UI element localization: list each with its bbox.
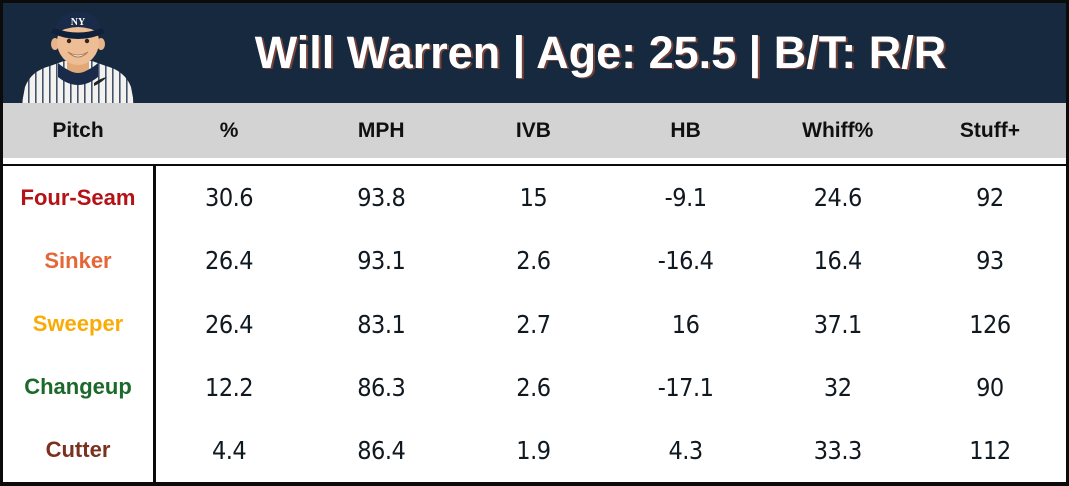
stuff-value: 92 bbox=[976, 183, 1004, 213]
ivb-value: 2.6 bbox=[516, 246, 551, 276]
table-row: Sweeper 26.4 83.1 2.7 16 37.1 126 bbox=[3, 292, 1066, 355]
mph-value: 86.4 bbox=[357, 435, 406, 465]
whiff-value: 16.4 bbox=[813, 246, 863, 276]
ivb-value: 2.6 bbox=[516, 372, 551, 402]
pitch-name: Changeup bbox=[24, 374, 132, 400]
column-header-hb: HB bbox=[670, 118, 701, 142]
usage-value: 30.6 bbox=[205, 183, 254, 213]
table-header-row: Pitch % MPH IVB HB Whiff% Stuff+ bbox=[3, 103, 1066, 158]
mph-value: 93.8 bbox=[357, 183, 406, 213]
whiff-value: 33.3 bbox=[813, 435, 863, 465]
hb-value: -16.4 bbox=[657, 246, 714, 276]
column-header-usage: % bbox=[219, 118, 239, 142]
stuff-value: 93 bbox=[976, 246, 1004, 276]
column-header-stuff: Stuff+ bbox=[959, 118, 1020, 142]
mph-value: 93.1 bbox=[357, 246, 406, 276]
svg-text:NY: NY bbox=[71, 17, 86, 28]
page-title: Will Warren | Age: 25.5 | B/T: R/R bbox=[254, 27, 947, 78]
usage-value: 4.4 bbox=[211, 435, 247, 465]
mph-value: 86.3 bbox=[357, 372, 406, 402]
ivb-value: 2.7 bbox=[516, 309, 551, 339]
usage-value: 26.4 bbox=[205, 246, 254, 276]
header-gap bbox=[3, 158, 1066, 164]
column-header-ivb: IVB bbox=[515, 118, 551, 142]
usage-value: 26.4 bbox=[205, 309, 254, 339]
table-row: Changeup 12.2 86.3 2.6 -17.1 32 90 bbox=[3, 356, 1066, 419]
pitch-name: Sweeper bbox=[32, 311, 124, 336]
stuff-value: 126 bbox=[969, 309, 1011, 339]
player-headshot-icon: NY bbox=[22, 12, 134, 103]
mph-value: 83.1 bbox=[357, 309, 406, 339]
hb-value: 4.3 bbox=[668, 435, 703, 465]
whiff-value: 32 bbox=[823, 372, 852, 402]
table-body: Four-Seam 30.6 93.8 15 -9.1 24.6 92 Sink… bbox=[3, 164, 1066, 482]
column-header-mph: MPH bbox=[357, 118, 405, 142]
pitch-name: Four-Seam bbox=[20, 184, 136, 210]
hb-value: -17.1 bbox=[657, 372, 714, 402]
hb-value: -9.1 bbox=[664, 183, 707, 213]
ivb-value: 15 bbox=[519, 183, 548, 213]
ivb-value: 1.9 bbox=[516, 435, 551, 465]
whiff-value: 37.1 bbox=[813, 309, 863, 339]
pitch-name: Sinker bbox=[44, 247, 112, 273]
pitch-name: Cutter bbox=[45, 437, 111, 463]
table-row: Cutter 4.4 86.4 1.9 4.3 33.3 112 bbox=[3, 419, 1066, 482]
column-header-pitch: Pitch bbox=[52, 118, 104, 142]
column-header-whiff: Whiff% bbox=[802, 118, 874, 142]
stuff-value: 90 bbox=[976, 372, 1004, 402]
table-row: Sinker 26.4 93.1 2.6 -16.4 16.4 93 bbox=[3, 229, 1066, 292]
header-banner: NY Will Warren | Age: 25.5 | B/T: R/R bbox=[3, 3, 1066, 103]
usage-value: 12.2 bbox=[205, 372, 254, 402]
table-row: Four-Seam 30.6 93.8 15 -9.1 24.6 92 bbox=[3, 166, 1066, 229]
whiff-value: 24.6 bbox=[813, 183, 863, 213]
hb-value: 16 bbox=[671, 309, 700, 339]
stuff-value: 112 bbox=[969, 435, 1011, 465]
